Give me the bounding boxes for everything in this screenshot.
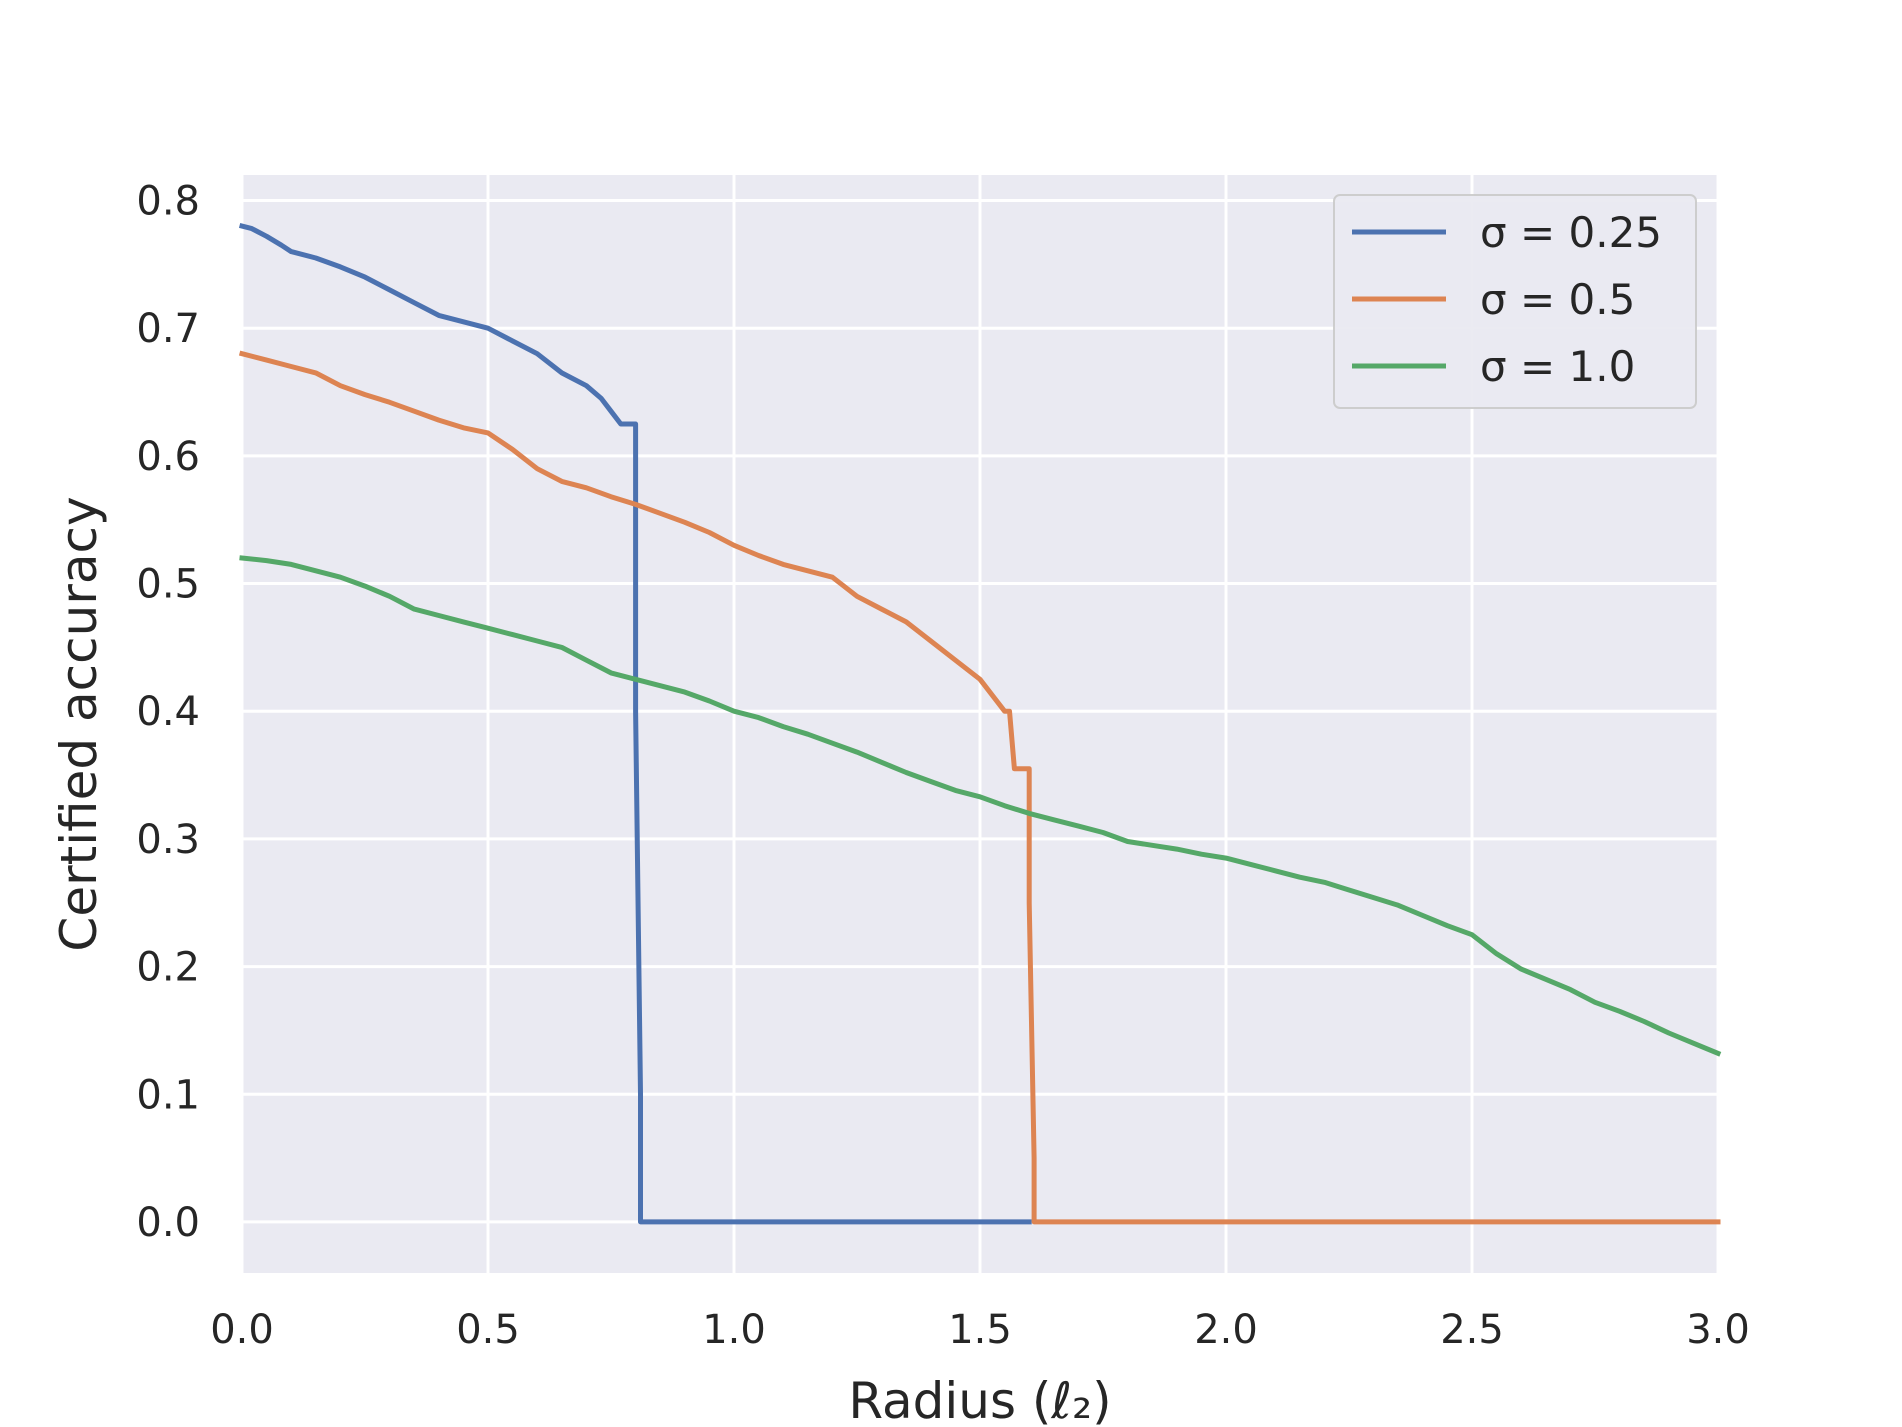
y-tick-label: 0.6: [136, 434, 200, 480]
y-tick-label: 0.0: [136, 1200, 200, 1246]
x-tick-labels: 0.0 0.5 1.0 1.5 2.0 2.5 3.0: [210, 1307, 1750, 1353]
x-tick-label: 2.5: [1440, 1307, 1504, 1353]
x-tick-label: 3.0: [1686, 1307, 1750, 1353]
y-tick-labels: 0.0 0.1 0.2 0.3 0.4 0.5 0.6 0.7 0.8: [136, 179, 200, 1246]
y-axis-label: Certified accuracy: [50, 496, 108, 951]
x-tick-label: 0.0: [210, 1307, 274, 1353]
legend-box: [1333, 194, 1697, 409]
series-line-2: [239, 555, 1722, 1057]
x-axis-label: Radius (ℓ₂): [848, 1372, 1111, 1427]
series-line-0: [238, 223, 1032, 1225]
x-tick-label: 1.0: [702, 1307, 766, 1353]
y-tick-label: 0.4: [136, 689, 200, 735]
y-tick-label: 0.3: [136, 817, 200, 863]
y-tick-label: 0.1: [136, 1072, 200, 1118]
grid-lines: [240, 175, 1720, 1273]
series-line-1: [238, 350, 1721, 1225]
legend-label-2: σ = 1.0: [1480, 342, 1635, 391]
legend-label-0: σ = 0.25: [1480, 208, 1662, 257]
y-tick-label: 0.7: [136, 306, 200, 352]
x-tick-label: 0.5: [456, 1307, 520, 1353]
y-tick-label: 0.2: [136, 945, 200, 991]
x-tick-label: 1.5: [948, 1307, 1012, 1353]
y-tick-label: 0.5: [136, 562, 200, 608]
x-tick-label: 2.0: [1194, 1307, 1258, 1353]
y-tick-label: 0.8: [136, 179, 200, 225]
legend-label-1: σ = 0.5: [1480, 275, 1635, 324]
legend: σ = 0.25 σ = 0.5 σ = 1.0: [1333, 194, 1697, 409]
series-lines: [238, 223, 1722, 1225]
